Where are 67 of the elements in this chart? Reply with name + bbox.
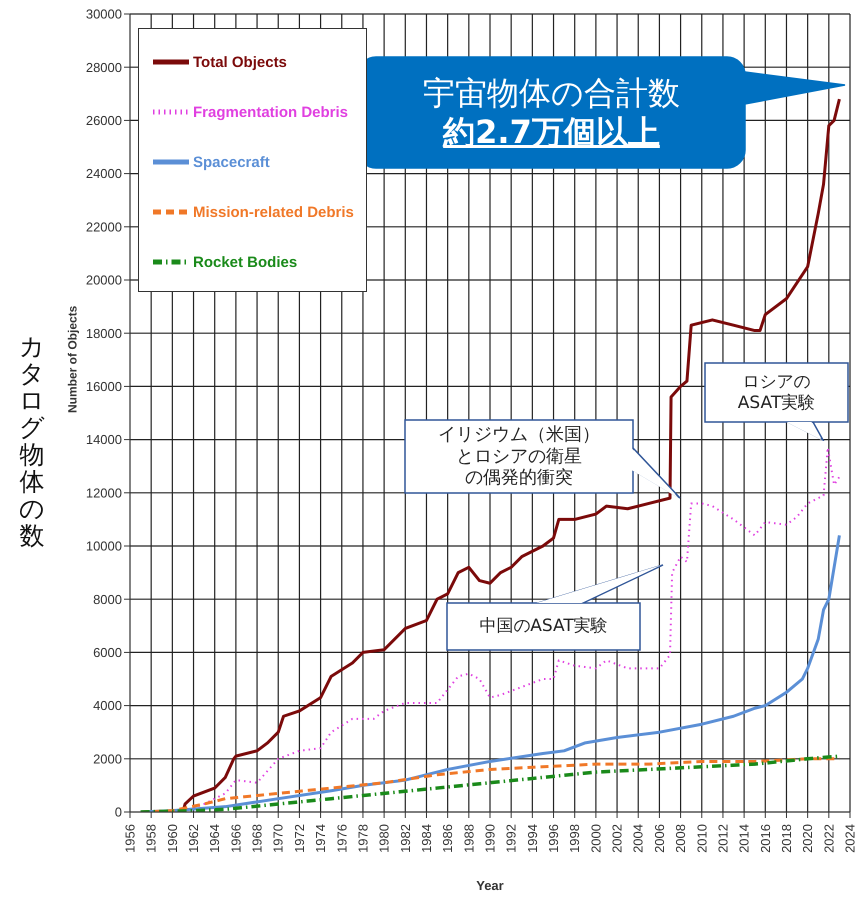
- y-tick-label: 24000: [86, 166, 122, 182]
- annotation: 中国のASAT実験: [479, 616, 608, 637]
- x-tick-label: 2020: [800, 824, 816, 853]
- y-tick-label: 8000: [93, 592, 122, 607]
- x-tick-label: 2002: [610, 824, 625, 853]
- x-tick-label: 1974: [313, 824, 328, 853]
- x-tick-label: 1984: [418, 824, 434, 853]
- annotation: ASAT実験: [738, 392, 816, 413]
- x-tick-label: 2006: [652, 824, 667, 853]
- x-tick-label: 2004: [630, 824, 646, 853]
- y-tick-label: 26000: [86, 113, 122, 128]
- annotation: 宇宙物体の合計数: [423, 74, 680, 112]
- y-tick-label: 20000: [86, 272, 122, 288]
- text: カタログ物体の数: [18, 332, 46, 550]
- legend-label: Fragmentation Debris: [193, 104, 348, 120]
- y-tick-label: 6000: [93, 645, 122, 660]
- annotation: イリジウム（米国）: [438, 424, 600, 446]
- y-tick-label: 18000: [86, 326, 122, 341]
- x-tick-label: 1970: [270, 824, 286, 853]
- legend-label: Mission-related Debris: [193, 204, 354, 220]
- y-tick-label: 2000: [93, 751, 122, 766]
- x-tick-label: 2024: [842, 824, 858, 853]
- x-tick-label: 1986: [440, 824, 456, 853]
- y-tick-label: 30000: [86, 6, 122, 22]
- x-tick-label: 1962: [186, 824, 202, 853]
- x-tick-label: 1968: [250, 824, 265, 853]
- x-tick-label: 1994: [524, 824, 540, 853]
- x-tick-label: 2022: [821, 824, 836, 853]
- x-tick-label: 1988: [461, 824, 476, 853]
- x-tick-label: 1978: [355, 824, 370, 853]
- x-tick-label: 1980: [376, 824, 392, 853]
- x-tick-label: 1956: [122, 824, 138, 853]
- x-tick-label: 1966: [228, 824, 244, 853]
- x-tick-label: 1998: [567, 824, 582, 853]
- annotation: の偶発的衝突: [465, 467, 573, 489]
- x-axis-title: Year: [476, 878, 504, 893]
- annotation: ロシアの: [742, 372, 810, 392]
- x-tick-label: 1960: [164, 824, 180, 853]
- x-tick-label: 2008: [673, 824, 688, 853]
- y-tick-label: 0: [114, 804, 122, 820]
- annotation: とロシアの衛星: [456, 446, 582, 468]
- y-tick-label: 16000: [86, 379, 122, 394]
- x-tick-label: 1996: [546, 824, 562, 853]
- x-tick-label: 1990: [482, 824, 498, 853]
- x-tick-label: 1976: [334, 824, 350, 853]
- annotation: 約2.7万個以上: [443, 112, 660, 151]
- legend-label: Total Objects: [193, 54, 287, 70]
- y-tick-label: 14000: [86, 432, 122, 448]
- y-tick-label: 10000: [86, 538, 122, 554]
- x-tick-label: 1972: [292, 824, 307, 853]
- x-tick-label: 2010: [694, 824, 710, 853]
- y-tick-label: 4000: [93, 698, 122, 714]
- y-axis-title: Number of Objects: [65, 305, 80, 413]
- x-tick-label: 2016: [758, 824, 773, 853]
- y-tick-label: 12000: [86, 485, 122, 500]
- x-tick-label: 1958: [144, 824, 159, 853]
- x-tick-label: 1982: [398, 824, 413, 853]
- legend-label: Rocket Bodies: [193, 254, 298, 270]
- x-tick-label: 2018: [778, 824, 794, 853]
- x-tick-label: 2000: [588, 824, 604, 853]
- x-tick-label: 2012: [715, 824, 730, 853]
- x-tick-label: 1964: [207, 824, 222, 853]
- y-tick-label: 22000: [86, 219, 122, 234]
- legend-label: Spacecraft: [193, 154, 270, 170]
- x-tick-label: 1992: [504, 824, 519, 853]
- x-tick-label: 2014: [736, 824, 752, 853]
- y-tick-label: 28000: [86, 60, 122, 75]
